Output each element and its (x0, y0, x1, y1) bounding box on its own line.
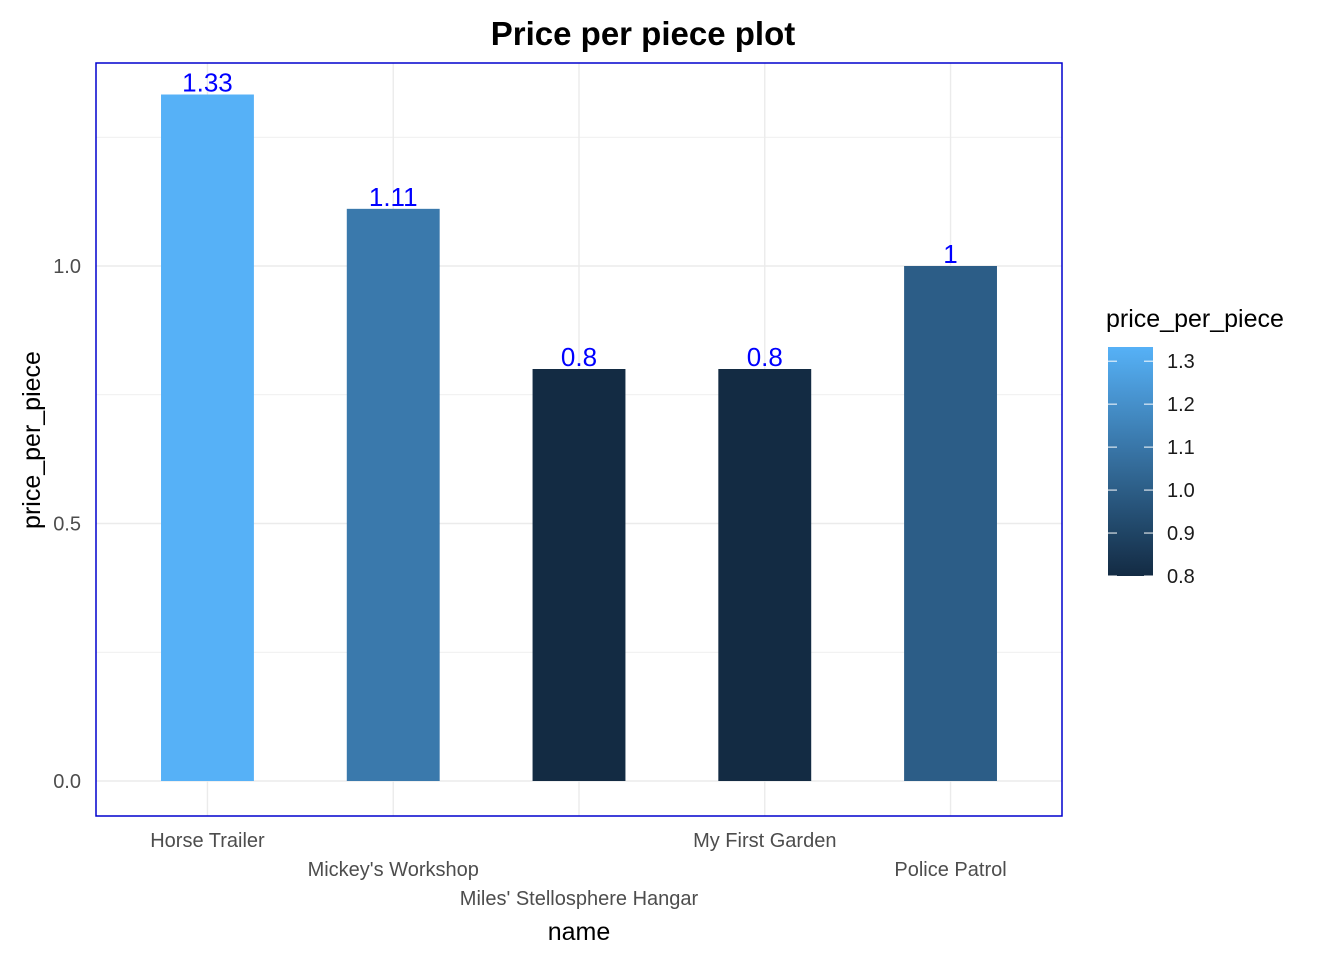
y-axis-title: price_per_piece (18, 351, 46, 529)
bar (718, 369, 812, 781)
legend-tick-label: 0.8 (1167, 566, 1195, 588)
legend-tick-label: 0.9 (1167, 523, 1195, 545)
bar-labels: 1.33 1.11 0.8 0.8 1 (182, 68, 958, 372)
bar-value-label: 1.11 (369, 182, 418, 212)
bar-value-label: 1 (943, 239, 957, 269)
x-tick-label: My First Garden (693, 830, 836, 852)
bar (346, 208, 440, 781)
x-tick-label: Miles' Stellosphere Hangar (460, 888, 699, 910)
legend-ticks: 0.8 0.9 1.0 1.1 1.2 1.3 (1108, 351, 1195, 588)
bar-value-label: 0.8 (747, 342, 783, 372)
bar (904, 266, 997, 781)
x-tick-label: Police Patrol (894, 859, 1006, 881)
y-tick-label: 0.0 (53, 771, 81, 793)
legend: price_per_piece 0.8 0.9 1.0 1.1 1.2 1.3 (1106, 305, 1284, 588)
chart-title: Price per piece plot (491, 15, 795, 52)
legend-colorbar (1108, 347, 1153, 576)
bar (161, 94, 254, 781)
bar-value-label: 1.33 (182, 68, 233, 98)
x-axis: Horse Trailer Mickey's Workshop Miles' Ste… (150, 830, 1006, 910)
legend-title: price_per_piece (1106, 305, 1284, 333)
y-tick-label: 1.0 (53, 256, 81, 278)
legend-tick-label: 1.1 (1167, 437, 1195, 459)
legend-tick-label: 1.0 (1167, 480, 1195, 502)
x-tick-label: Mickey's Workshop (308, 859, 479, 881)
y-axis: 0.0 0.5 1.0 (53, 256, 81, 793)
bars (161, 94, 997, 781)
legend-tick-label: 1.2 (1167, 394, 1195, 416)
y-tick-label: 0.5 (53, 514, 81, 536)
x-axis-title: name (548, 918, 611, 946)
panel-border (95, 62, 1063, 817)
bar (532, 369, 626, 781)
bar-value-label: 0.8 (561, 342, 597, 372)
x-tick-label: Horse Trailer (150, 830, 265, 852)
legend-tick-label: 1.3 (1167, 351, 1195, 373)
